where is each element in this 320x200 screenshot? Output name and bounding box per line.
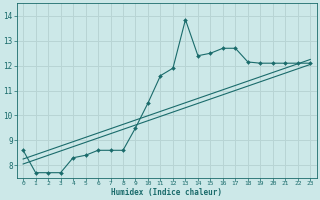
X-axis label: Humidex (Indice chaleur): Humidex (Indice chaleur): [111, 188, 222, 197]
